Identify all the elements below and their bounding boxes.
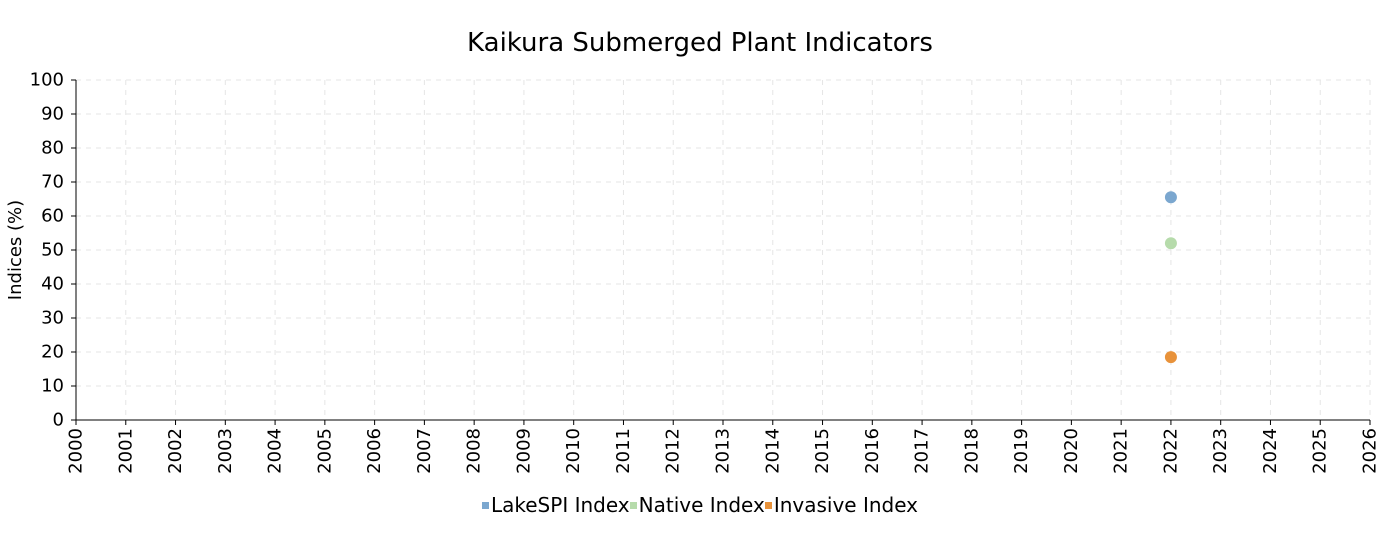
chart-title: Kaikura Submerged Plant Indicators xyxy=(467,28,933,58)
x-tick-label: 2004 xyxy=(265,428,286,474)
grid xyxy=(76,79,1371,420)
x-tick-label: 2012 xyxy=(663,428,684,474)
legend-item: LakeSPI Index xyxy=(481,493,630,517)
x-tick-label: 2007 xyxy=(414,428,435,474)
x-tick-label: 2023 xyxy=(1210,428,1231,474)
x-tick-label: 2022 xyxy=(1160,428,1181,474)
x-tick-label: 2010 xyxy=(563,428,584,474)
data-point-lakespi-index xyxy=(1164,191,1177,204)
x-tick-label: 2000 xyxy=(66,428,87,474)
legend-item: Native Index xyxy=(629,493,765,517)
data-points xyxy=(1164,191,1177,364)
x-tick-label: 2020 xyxy=(1061,428,1082,474)
x-tick-label: 2014 xyxy=(762,428,783,474)
y-tick-label: 70 xyxy=(41,172,64,193)
y-tick-label: 30 xyxy=(41,308,64,329)
x-tick-label: 2015 xyxy=(812,428,833,474)
x-tick-label: 2021 xyxy=(1111,428,1132,474)
legend-swatch xyxy=(481,501,489,509)
x-tick-label: 2026 xyxy=(1360,428,1381,474)
x-tick-label: 2018 xyxy=(961,428,982,474)
y-tick-label: 20 xyxy=(41,342,64,363)
x-tick-label: 2006 xyxy=(364,428,385,474)
x-tick-label: 2008 xyxy=(464,428,485,474)
x-tick-label: 2001 xyxy=(115,428,136,474)
y-axis-title: Indices (%) xyxy=(5,200,26,300)
x-tick-label: 2024 xyxy=(1260,428,1281,474)
y-tick-label: 50 xyxy=(41,240,64,261)
y-tick-label: 60 xyxy=(41,206,64,227)
y-tick-label: 100 xyxy=(30,70,64,91)
legend-swatch xyxy=(764,501,772,509)
y-tick-label: 10 xyxy=(41,376,64,397)
y-axis-ticks: 0 10 20 30 40 50 60 70 80 90 100 xyxy=(30,70,76,431)
legend-label: Native Index xyxy=(638,493,765,517)
data-point-invasive-index xyxy=(1164,351,1177,364)
x-tick-label: 2013 xyxy=(713,428,734,474)
y-tick-label: 80 xyxy=(41,138,64,159)
y-tick-label: 40 xyxy=(41,274,64,295)
legend-label: LakeSPI Index xyxy=(490,493,630,517)
x-tick-label: 2003 xyxy=(215,428,236,474)
x-tick-label: 2025 xyxy=(1310,428,1331,474)
legend: LakeSPI Index Native Index Invasive Index xyxy=(0,493,1400,517)
legend-item: Invasive Index xyxy=(764,493,919,517)
y-tick-label: 90 xyxy=(41,104,64,125)
x-tick-label: 2011 xyxy=(613,428,634,474)
x-tick-label: 2017 xyxy=(912,428,933,474)
x-tick-label: 2016 xyxy=(862,428,883,474)
legend-label: Invasive Index xyxy=(773,493,919,517)
x-axis-ticks: 2000 2001 2002 2003 2004 2005 2006 2007 2008 2009… xyxy=(66,420,1381,474)
x-tick-label: 2002 xyxy=(165,428,186,474)
y-tick-label: 0 xyxy=(53,410,64,431)
x-tick-label: 2009 xyxy=(513,428,534,474)
x-tick-label: 2005 xyxy=(314,428,335,474)
data-point-native-index xyxy=(1164,237,1177,250)
legend-swatch xyxy=(629,501,637,509)
x-tick-label: 2019 xyxy=(1011,428,1032,474)
